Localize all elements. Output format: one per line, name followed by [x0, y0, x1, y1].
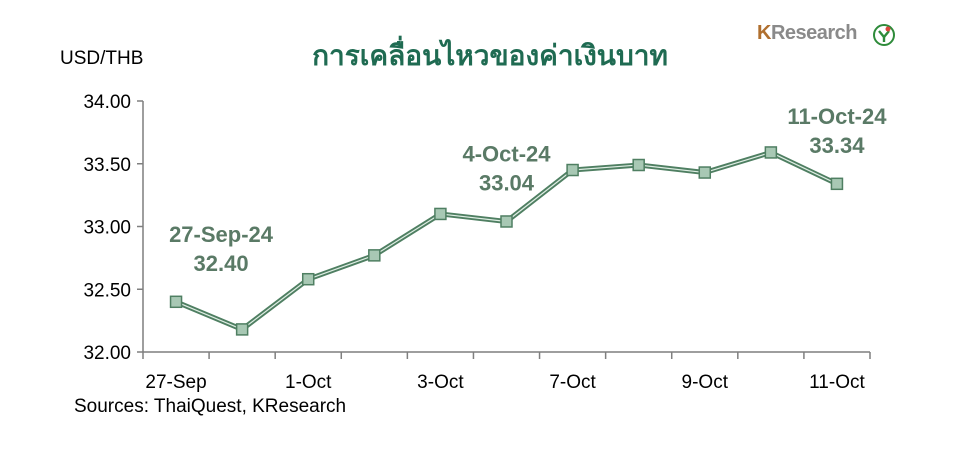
x-tick-label: 27-Sep [145, 372, 206, 393]
annotation-date: 11-Oct-24 [787, 104, 887, 129]
logo-text: Research [770, 22, 858, 44]
data-point [301, 272, 315, 286]
data-point [434, 207, 447, 221]
annotations-group: 27-Sep-24 32.40 4-Oct-24 33.04 11-Oct-24 33.3… [169, 104, 887, 276]
annotation-value: 33.04 [479, 170, 535, 195]
data-point [368, 249, 381, 262]
y-tick-label: 32.00 [83, 343, 131, 364]
data-point [698, 166, 712, 179]
y-tick-label: 33.50 [83, 155, 131, 176]
y-tick-label: 32.50 [83, 280, 131, 301]
x-tick-label: 1-Oct [285, 372, 332, 393]
data-point [500, 215, 513, 228]
annotation-value: 33.34 [809, 133, 865, 158]
y-axis-unit-label: USD/THB [60, 48, 144, 69]
series-group [169, 146, 844, 336]
annotation-date: 4-Oct-24 [462, 141, 551, 166]
source-note: Sources: ThaiQuest, KResearch [74, 396, 347, 417]
x-tick-label: 3-Oct [417, 372, 464, 393]
axes-group: 32.00 32.50 33.00 33.50 34.00 27-Sep 1-Oct 3-Oc… [83, 92, 871, 393]
x-tick-label: 7-Oct [549, 372, 596, 393]
data-point [169, 295, 183, 309]
kresearch-leaf-icon [873, 24, 895, 46]
data-point [830, 177, 844, 191]
data-point [566, 163, 579, 177]
annotation-date: 27-Sep-24 [169, 222, 274, 247]
chart-title: การเคลื่อนไหวของค่าเงินบาท [312, 39, 668, 72]
y-tick-label: 33.00 [83, 218, 131, 239]
y-tick-label: 34.00 [83, 92, 131, 113]
data-point [764, 146, 778, 159]
x-tick-label: 11-Oct [809, 372, 865, 393]
kresearch-logo: KResearch [757, 22, 858, 45]
data-point [235, 323, 249, 336]
data-point [632, 158, 645, 172]
annotation-value: 32.40 [194, 251, 249, 276]
x-tick-label: 9-Oct [682, 372, 729, 393]
logo-k: K [757, 22, 771, 44]
